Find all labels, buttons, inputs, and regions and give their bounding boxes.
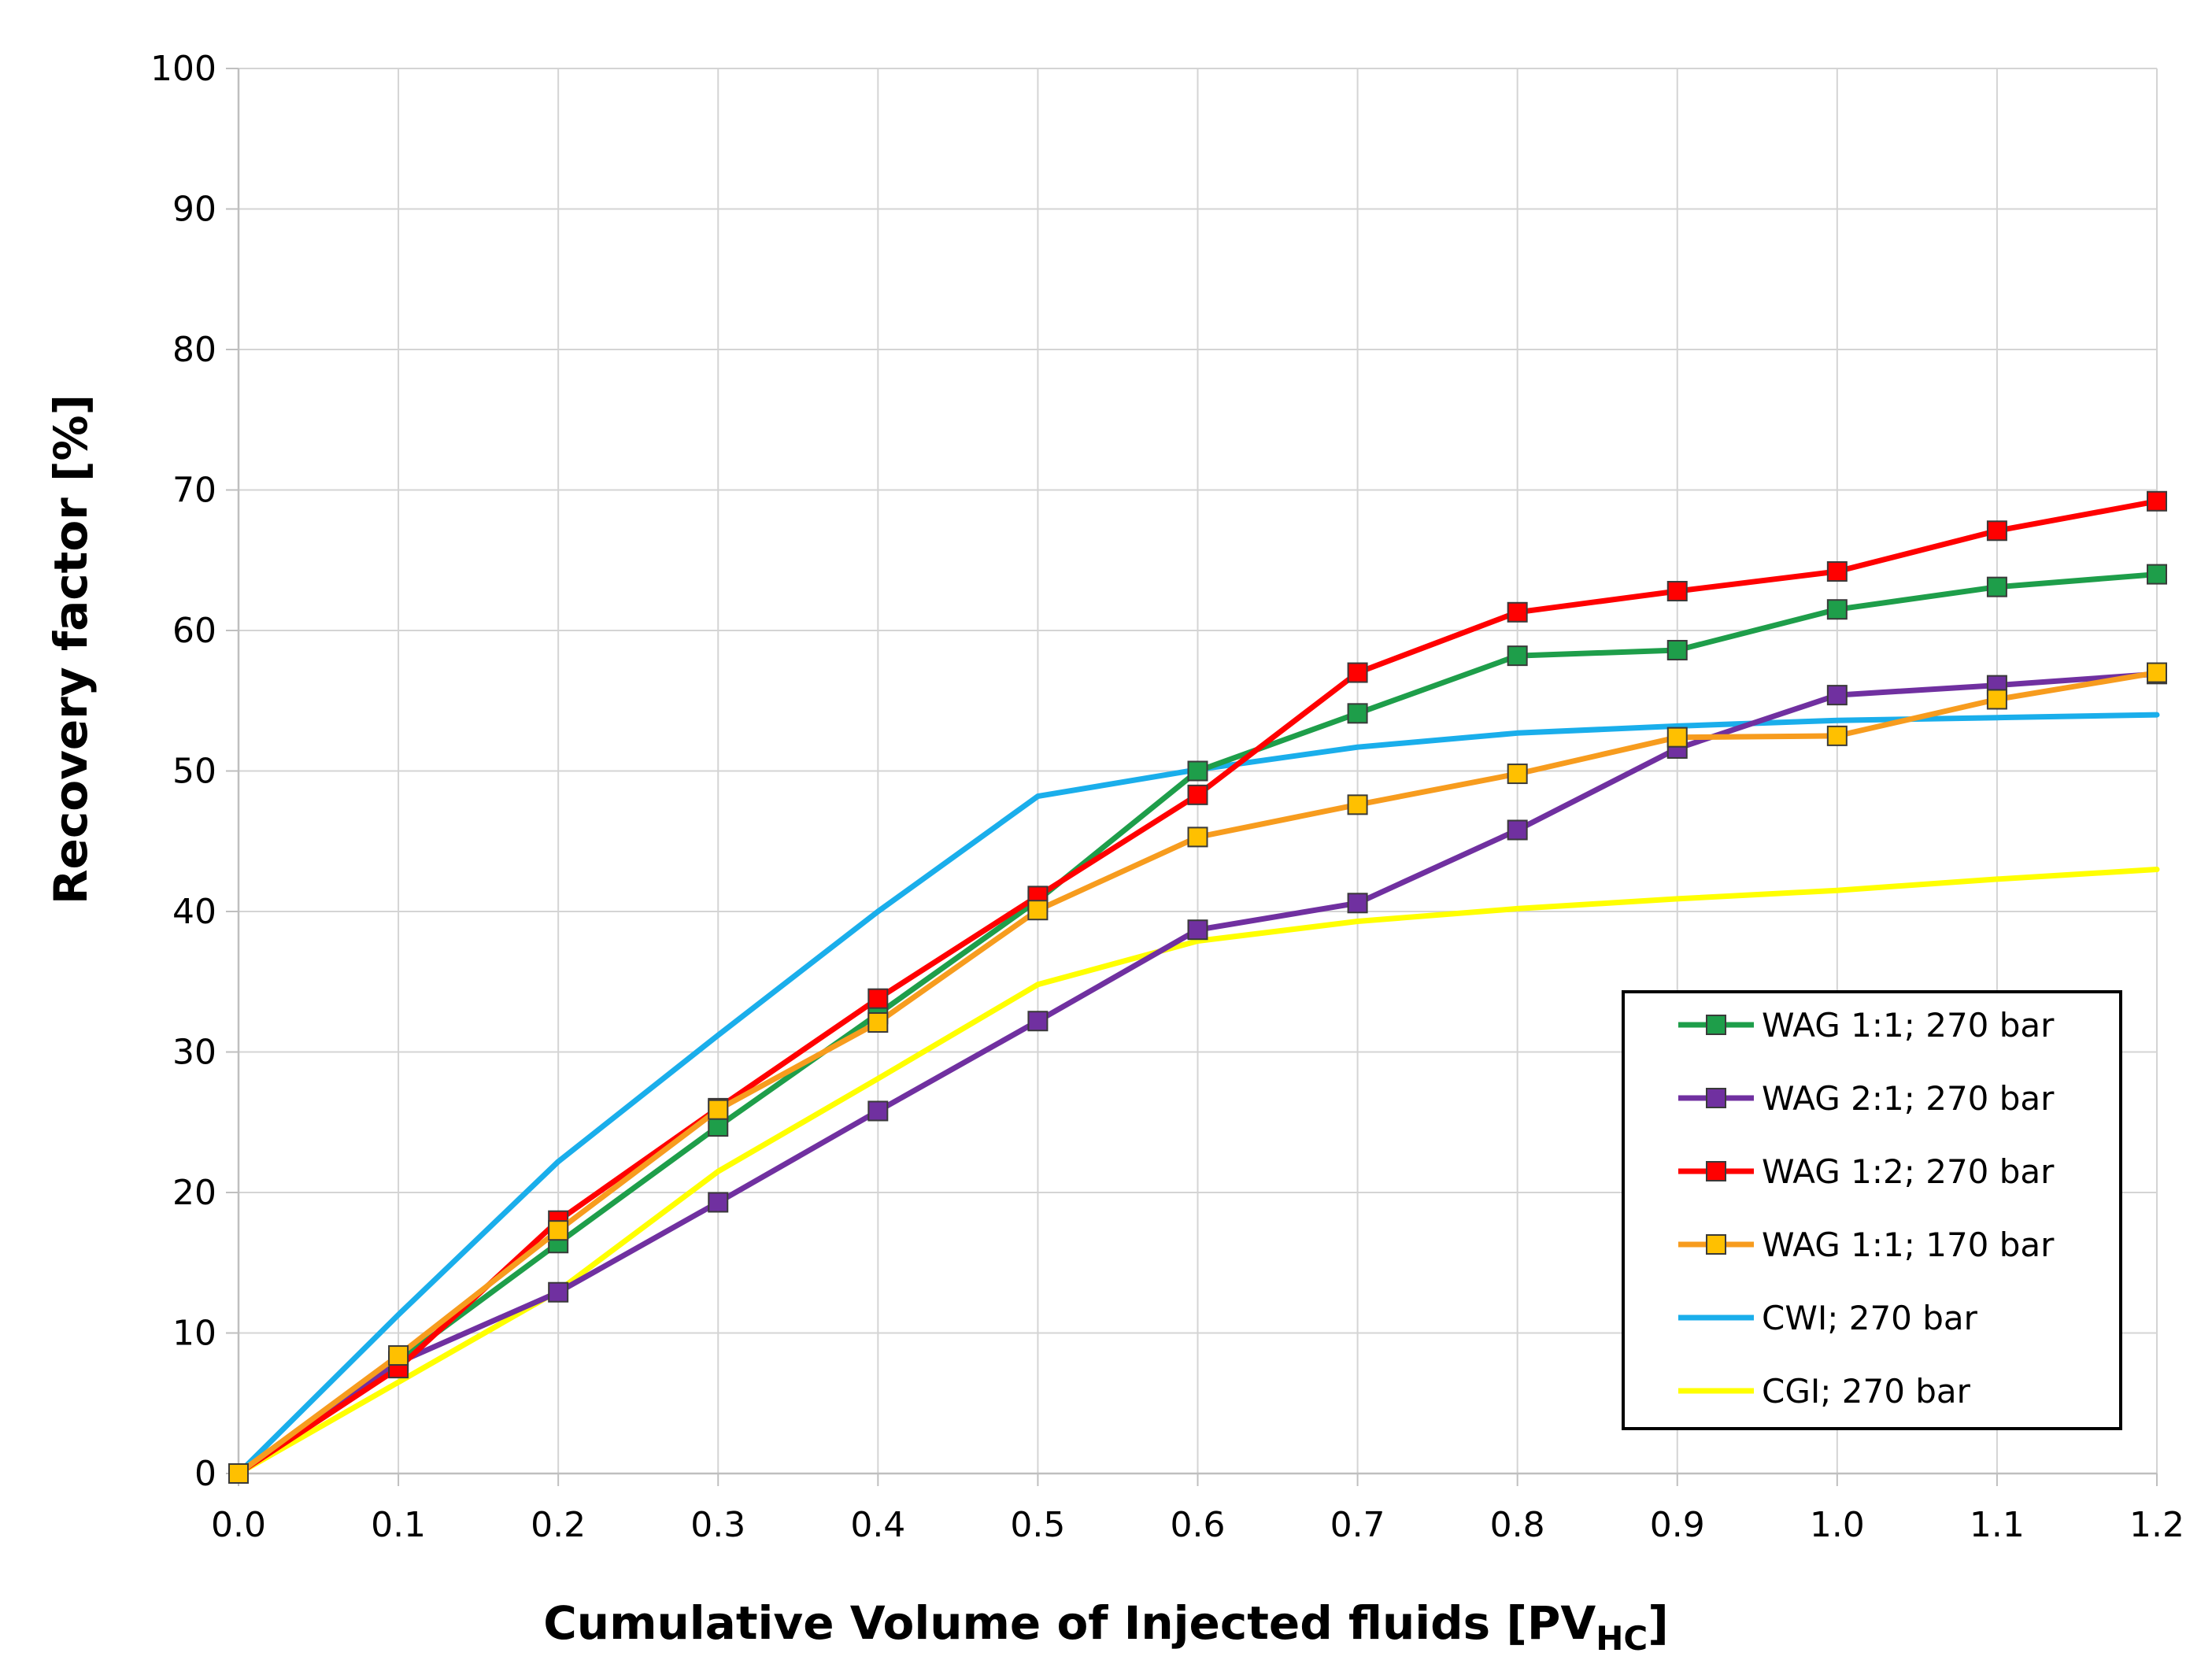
y-tick-label: 10 (172, 1314, 216, 1354)
data-point (1347, 662, 1368, 683)
x-tick-label: 0.8 (1490, 1505, 1545, 1545)
data-point (1666, 727, 1688, 748)
data-point (1986, 520, 2007, 542)
x-tick-label: 0.0 (211, 1505, 266, 1545)
data-point (1507, 601, 1528, 623)
legend-entry: WAG 1:2; 270 bar (1678, 1152, 2055, 1191)
legend-entry: CGI; 270 bar (1678, 1372, 1971, 1411)
legend-label: WAG 1:2; 270 bar (1762, 1152, 2055, 1191)
data-point (548, 1220, 569, 1241)
data-point (1986, 689, 2007, 710)
data-point (1826, 599, 1848, 620)
x-axis-title-subscript: HC (1596, 1619, 1648, 1658)
data-point (1187, 784, 1208, 805)
x-tick-label: 0.5 (1010, 1505, 1065, 1545)
data-point (1826, 725, 1848, 746)
legend-entry: WAG 1:1; 270 bar (1678, 1006, 2055, 1045)
data-point (1027, 900, 1049, 921)
y-tick-label: 100 (150, 49, 216, 89)
data-point (1507, 819, 1528, 841)
data-point (1986, 576, 2007, 597)
legend-swatch-marker (1706, 1015, 1726, 1035)
data-point (1347, 794, 1368, 815)
y-tick-label: 20 (172, 1173, 216, 1213)
legend-swatch-marker (1706, 1161, 1726, 1181)
y-tick-label: 40 (172, 892, 216, 932)
data-point (1187, 826, 1208, 848)
legend-entry: CWI; 270 bar (1678, 1299, 1978, 1337)
x-tick-label: 0.3 (690, 1505, 745, 1545)
data-point (867, 1100, 889, 1122)
legend-label: CWI; 270 bar (1762, 1299, 1978, 1337)
legend-entry: WAG 2:1; 270 bar (1678, 1079, 2055, 1118)
y-tick-label: 70 (172, 471, 216, 511)
data-point (1027, 1011, 1049, 1032)
legend-box (1622, 990, 2122, 1430)
data-point (867, 988, 889, 1009)
data-point (708, 1099, 729, 1120)
data-point (1666, 639, 1688, 660)
x-tick-label: 1.1 (1970, 1505, 2025, 1545)
axes: 0 10 20 30 40 50 60 70 80 90 100 0.0 0.1 0.2 0.3 0.4 0.5… (150, 49, 2184, 1545)
x-tick-label: 0.1 (371, 1505, 426, 1545)
data-point (1347, 893, 1368, 914)
y-tick-label: 50 (172, 752, 216, 792)
y-tick-label: 90 (172, 190, 216, 230)
x-tick-label: 0.9 (1650, 1505, 1705, 1545)
series (228, 490, 2167, 1484)
y-tick-label: 60 (172, 611, 216, 651)
data-point (1507, 764, 1528, 785)
data-point (1347, 703, 1368, 724)
data-point (1187, 919, 1208, 941)
data-point (867, 1012, 889, 1033)
x-axis-title-suffix: ] (1648, 1596, 1669, 1650)
data-point (2147, 662, 2167, 683)
x-axis-title-main: Cumulative Volume of Injected fluids [PV (543, 1596, 1596, 1650)
legend-swatch-marker (1706, 1088, 1726, 1108)
legend-swatch-marker (1706, 1234, 1726, 1255)
x-axis-title: Cumulative Volume of Injected fluids [PV… (543, 1596, 1669, 1658)
x-tick-label: 0.6 (1171, 1505, 1226, 1545)
data-point (1826, 685, 1848, 706)
x-tick-label: 0.7 (1330, 1505, 1385, 1545)
data-point (1187, 760, 1208, 782)
legend: WAG 1:1; 270 bar WAG 2:1; 270 bar WAG 1:2;… (1622, 990, 2122, 1430)
legend-label: WAG 1:1; 270 bar (1762, 1006, 2055, 1045)
data-point (2147, 490, 2167, 512)
legend-label: WAG 1:1; 170 bar (1762, 1226, 2055, 1264)
y-tick-label: 80 (172, 330, 216, 370)
data-point (2147, 564, 2167, 585)
x-tick-label: 1.0 (1810, 1505, 1865, 1545)
legend-entry: WAG 1:1; 170 bar (1678, 1226, 2055, 1264)
y-tick-label: 0 (194, 1454, 216, 1494)
legend-label: CGI; 270 bar (1762, 1372, 1971, 1411)
data-point (228, 1463, 249, 1484)
y-tick-label: 30 (172, 1033, 216, 1073)
data-point (708, 1116, 729, 1137)
data-point (388, 1345, 409, 1366)
data-point (1507, 645, 1528, 667)
data-point (708, 1192, 729, 1213)
data-point (1826, 561, 1848, 582)
data-point (548, 1281, 569, 1303)
series-wag-1-1-170-bar (228, 662, 2167, 1484)
x-tick-label: 1.2 (2129, 1505, 2184, 1545)
x-tick-label: 0.2 (531, 1505, 586, 1545)
x-tick-label: 0.4 (850, 1505, 905, 1545)
data-point (1666, 581, 1688, 602)
legend-label: WAG 2:1; 270 bar (1762, 1079, 2055, 1118)
series-wag-2-1-270-bar (228, 664, 2167, 1484)
y-axis-title: Recovery factor [%] (44, 394, 98, 904)
